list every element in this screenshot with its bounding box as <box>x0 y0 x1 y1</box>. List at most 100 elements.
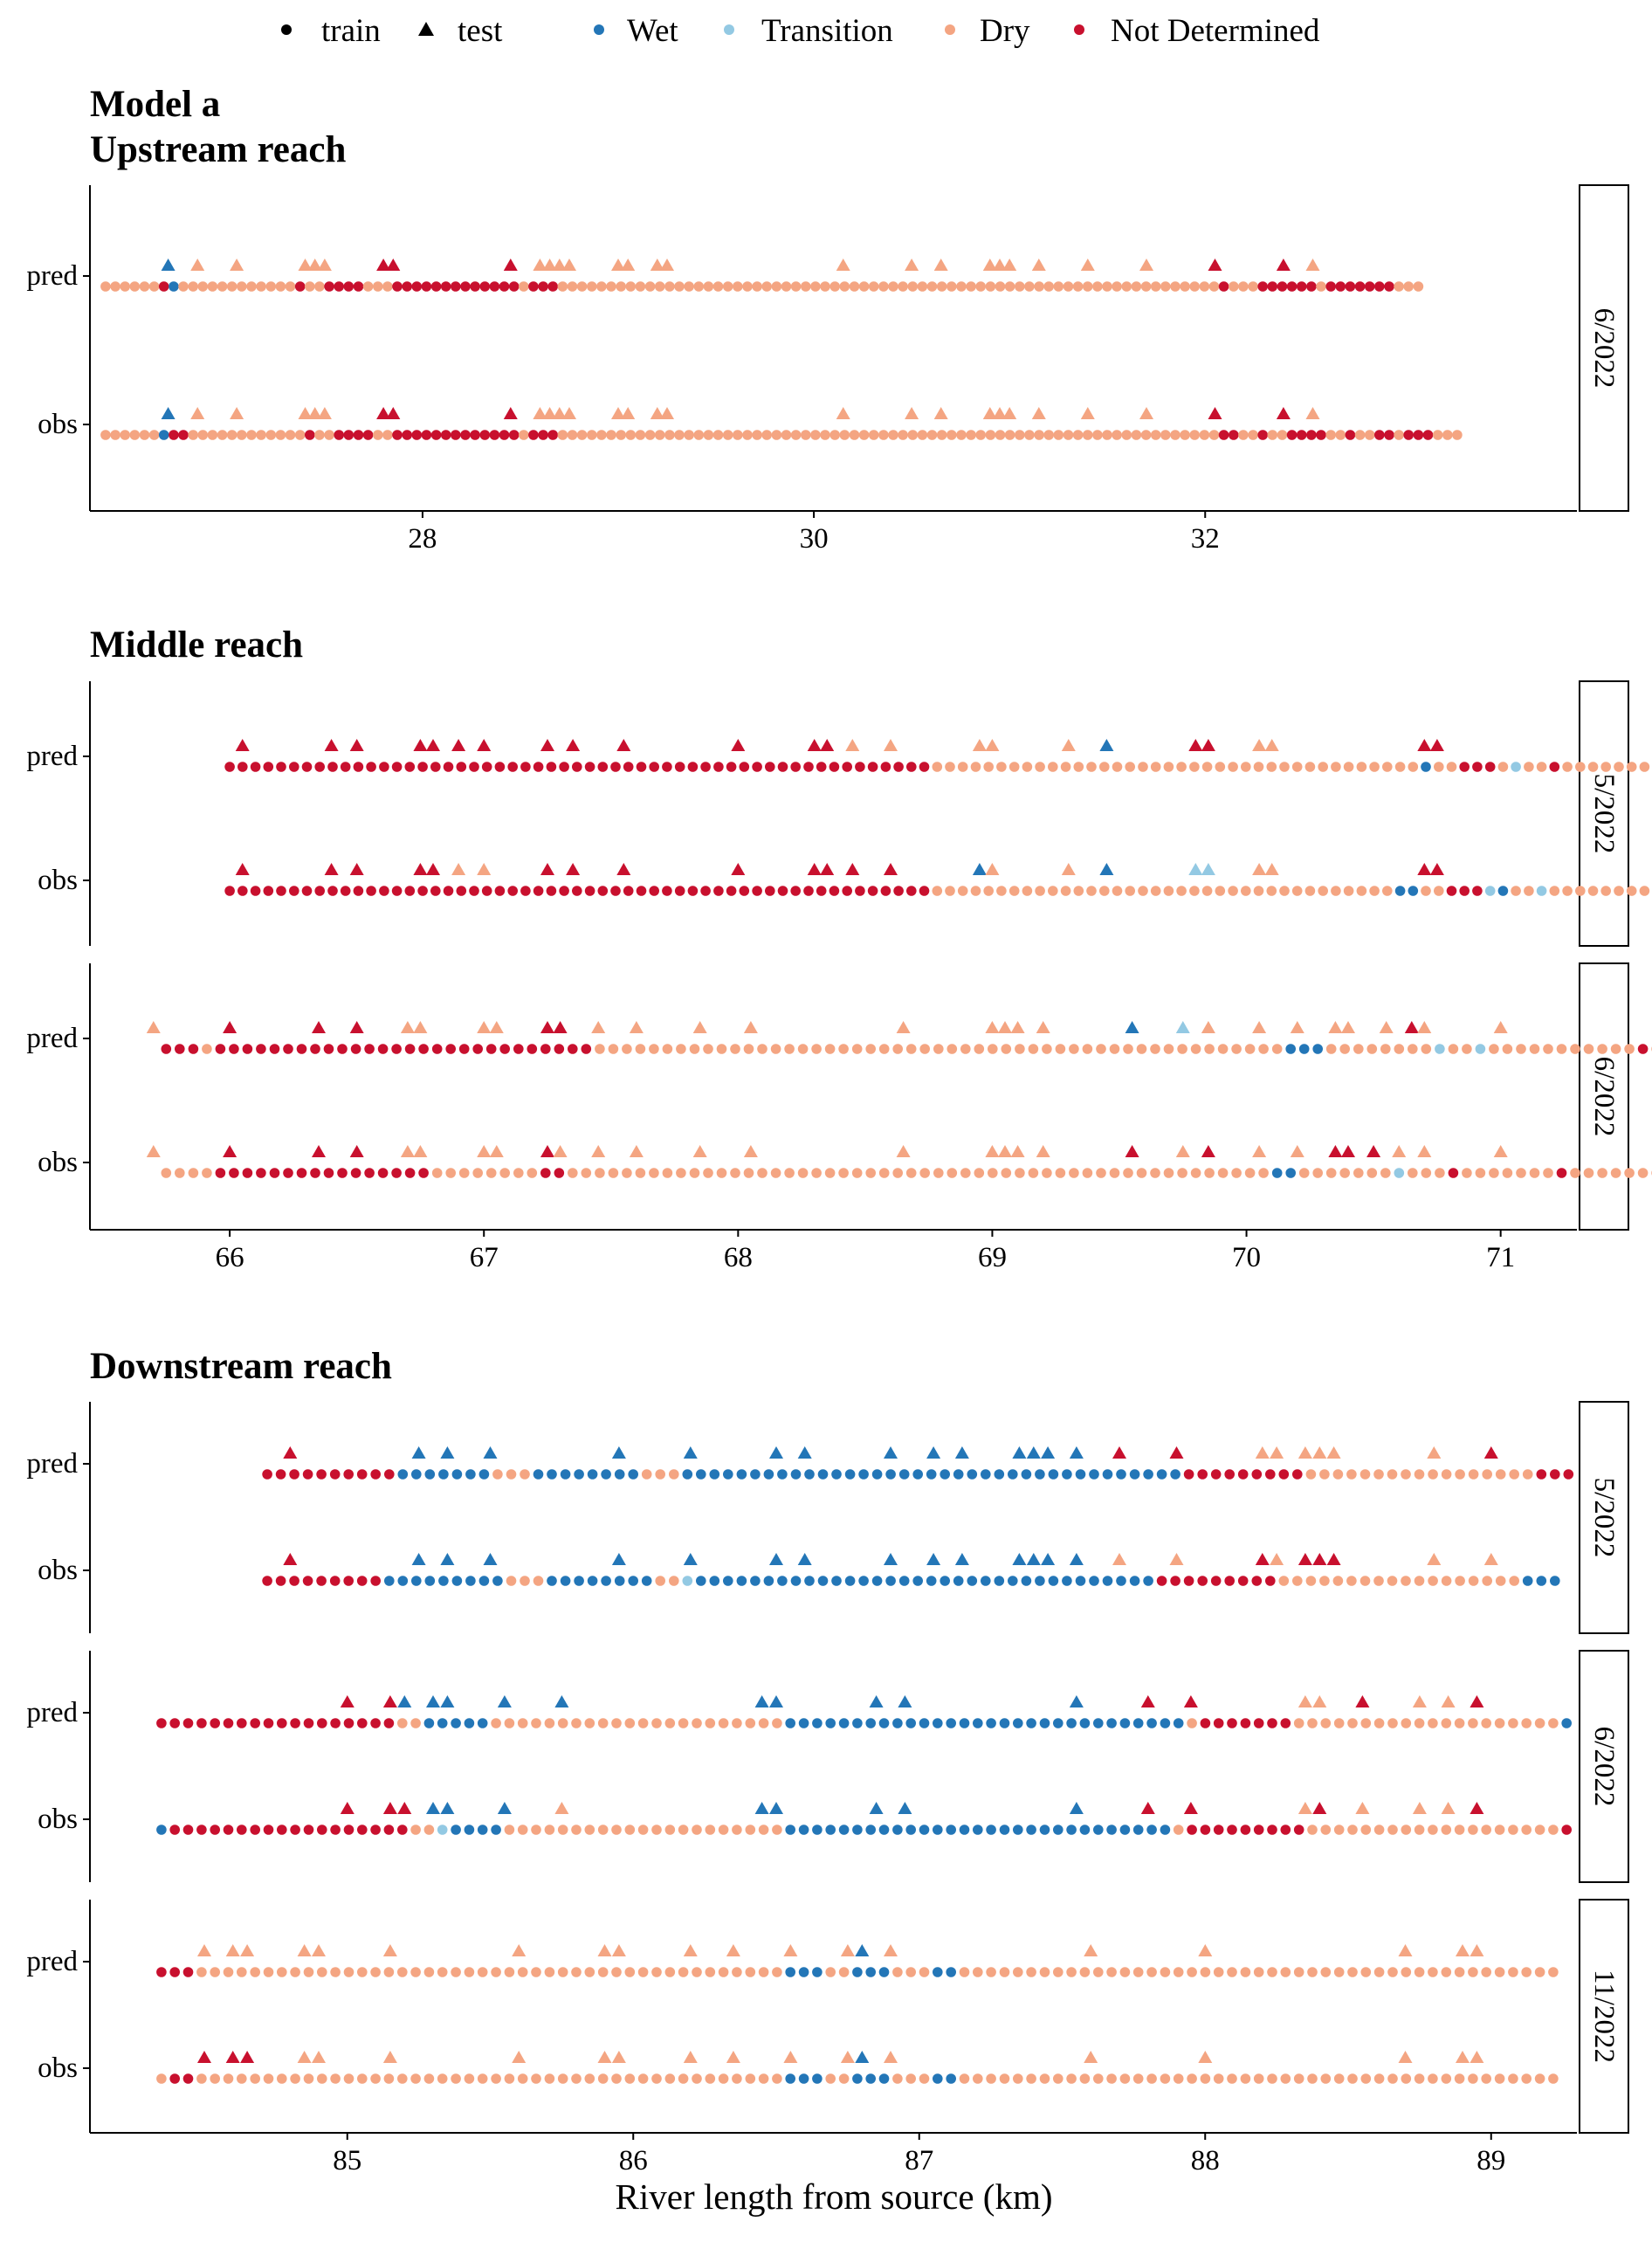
upstream-6-2022-pred-train-point <box>100 281 111 292</box>
downstream-11-2022-obs-train-point <box>905 2073 916 2084</box>
downstream-11-2022-pred-train-point <box>772 1967 782 1977</box>
middle-5-2022-obs-train-point <box>1253 886 1264 896</box>
downstream-6-2022-obs-train-point <box>317 1825 327 1835</box>
downstream-11-2022-pred-train-point <box>277 1967 287 1977</box>
downstream-6-2022-obs-train-point <box>692 1825 702 1835</box>
downstream-6-2022-pred-train-point <box>1360 1718 1372 1728</box>
downstream-5-2022-pred-train-point <box>682 1469 693 1480</box>
downstream-6-2022-pred-train-point <box>1013 1718 1023 1728</box>
downstream-11-2022-obs-train-point <box>1227 2073 1237 2084</box>
downstream-11-2022-pred-train-point <box>812 1967 823 1977</box>
downstream-6-2022-obs-train-point <box>477 1825 488 1835</box>
middle-6-2022-pred-train-point <box>215 1044 226 1054</box>
downstream-6-2022-obs-train-point <box>1079 1825 1091 1835</box>
upstream-6-2022-pred-test-point <box>993 259 1007 271</box>
upstream-6-2022-pred-train-point <box>1316 281 1326 292</box>
middle-5-2022-pred-train-point <box>752 762 762 772</box>
downstream-5-2022-pred-train-point <box>329 1469 341 1480</box>
middle-6-2022-pred-train-point <box>485 1044 497 1054</box>
downstream-11-2022-pred-train-point <box>1160 1967 1171 1977</box>
downstream-11-2022-obs-test-point <box>683 2051 698 2063</box>
middle-5-2022-obs-train-point <box>1575 886 1586 896</box>
downstream-6-2022-pred-train-point <box>745 1718 756 1728</box>
downstream-6-2022-pred-test-point <box>554 1695 569 1707</box>
downstream-6-2022-obs-train-point <box>785 1825 795 1835</box>
middle-5-2022-obs-train-point <box>1266 886 1277 896</box>
upstream-6-2022-obs-test-point <box>307 407 322 419</box>
middle-6-2022-pred-test-point <box>540 1021 554 1033</box>
upstream-6-2022-pred-train-point <box>1403 281 1414 292</box>
middle-6-2022-obs-train-point <box>878 1168 890 1178</box>
upstream-6-2022-pred-train-point <box>246 281 257 292</box>
downstream-6-2022-pred-train-point <box>1293 1718 1304 1728</box>
downstream-11-2022-pred-test-point <box>1084 1944 1098 1956</box>
middle-5-2022-obs-train-point <box>1060 886 1071 896</box>
downstream-11-2022-obs-train-point <box>156 2073 167 2084</box>
middle-5-2022-obs-test-point <box>985 863 1000 875</box>
downstream-5-2022-pred-train-point <box>384 1469 395 1480</box>
middle-5-2022-obs-train-point <box>855 886 865 896</box>
upstream-6-2022-pred-train-point <box>733 281 743 292</box>
downstream-panel-0-row-obs-label: obs <box>38 1555 78 1586</box>
upstream-6-2022-obs-train-point <box>120 430 130 440</box>
middle-6-2022-obs-train-point <box>256 1168 266 1178</box>
middle-5-2022-pred-test-point <box>1188 739 1203 751</box>
middle-6-2022-obs-train-point <box>1366 1168 1378 1178</box>
downstream-11-2022-obs-train-point <box>624 2073 636 2084</box>
downstream-5-2022-obs-train-point <box>478 1576 490 1586</box>
middle-6-2022-pred-train-point <box>1489 1044 1499 1054</box>
upstream-6-2022-obs-train-point <box>1150 430 1161 440</box>
middle-6-2022-obs-train-point <box>1231 1168 1242 1178</box>
middle-6-2022-pred-test-point <box>743 1021 758 1033</box>
downstream-5-2022-pred-train-point <box>804 1469 815 1480</box>
legend-not-determined-key <box>1074 24 1084 35</box>
middle-6-2022-obs-train-point <box>662 1168 673 1178</box>
downstream-11-2022-pred-train-point <box>491 1967 501 1977</box>
downstream-5-2022-obs-train-point <box>777 1576 788 1586</box>
upstream-6-2022-pred-train-point <box>1043 281 1054 292</box>
middle-5-2022-pred-train-point <box>906 762 917 772</box>
middle-6-2022-obs-train-point <box>513 1168 524 1178</box>
upstream-6-2022-obs-test-point <box>562 407 576 419</box>
downstream-11-2022-obs-train-point <box>825 2073 836 2084</box>
downstream-5-2022-obs-train-point <box>1305 1576 1317 1586</box>
downstream-11-2022-pred-train-point <box>210 1967 220 1977</box>
upstream-6-2022-obs-train-point <box>353 430 364 440</box>
middle-6-2022-pred-train-point <box>757 1044 767 1054</box>
middle-6-2022-pred-train-point <box>364 1044 375 1054</box>
downstream-11-2022-obs-train-point <box>182 2073 194 2084</box>
middle-5-2022-obs-train-point <box>1022 886 1033 896</box>
middle-6-2022-obs-test-point <box>1036 1145 1050 1157</box>
middle-5-2022-obs-train-point <box>456 886 467 896</box>
upstream-6-2022-pred-train-point <box>1354 281 1366 292</box>
upstream-6-2022-pred-test-point <box>611 259 625 271</box>
upstream-6-2022-pred-train-point <box>1257 281 1268 292</box>
downstream-6-2022-pred-train-point <box>223 1718 234 1728</box>
middle-5-2022-obs-train-point <box>1099 886 1110 896</box>
downstream-11-2022-obs-test-point <box>1198 2051 1213 2063</box>
downstream-6-2022-obs-train-point <box>1013 1825 1023 1835</box>
middle-5-2022-pred-train-point <box>520 762 531 772</box>
downstream-5-2022-pred-train-point <box>465 1469 476 1480</box>
middle-6-2022-obs-train-point <box>377 1168 389 1178</box>
downstream-5-2022-obs-train-point <box>1062 1576 1072 1586</box>
upstream-6-2022-pred-train-point <box>1413 281 1424 292</box>
legend-wet-key <box>594 24 604 35</box>
middle-5-2022-pred-train-point <box>340 762 351 772</box>
middle-5-2022-obs-test-point <box>884 863 898 875</box>
downstream-5-2022-pred-test-point <box>954 1446 969 1459</box>
middle-5-2022-pred-train-point <box>533 762 544 772</box>
upstream-6-2022-obs-train-point <box>761 430 772 440</box>
middle-5-2022-pred-test-point <box>477 739 492 751</box>
upstream-6-2022-obs-train-point <box>421 430 432 440</box>
downstream-6-2022-pred-train-point <box>1106 1718 1117 1728</box>
downstream-6-2022-obs-train-point <box>732 1825 742 1835</box>
middle-5-2022-obs-train-point <box>1600 886 1611 896</box>
downstream-11-2022-pred-train-point <box>464 1967 475 1977</box>
upstream-6-2022-obs-train-point <box>1257 430 1268 440</box>
downstream-5-2022-obs-train-point <box>763 1576 774 1586</box>
downstream-6-2022-pred-train-point <box>878 1718 890 1728</box>
middle-6-2022-obs-train-point <box>703 1168 713 1178</box>
downstream-6-2022-pred-test-point <box>1069 1695 1084 1707</box>
middle-5-2022-obs-test-point <box>972 863 987 875</box>
